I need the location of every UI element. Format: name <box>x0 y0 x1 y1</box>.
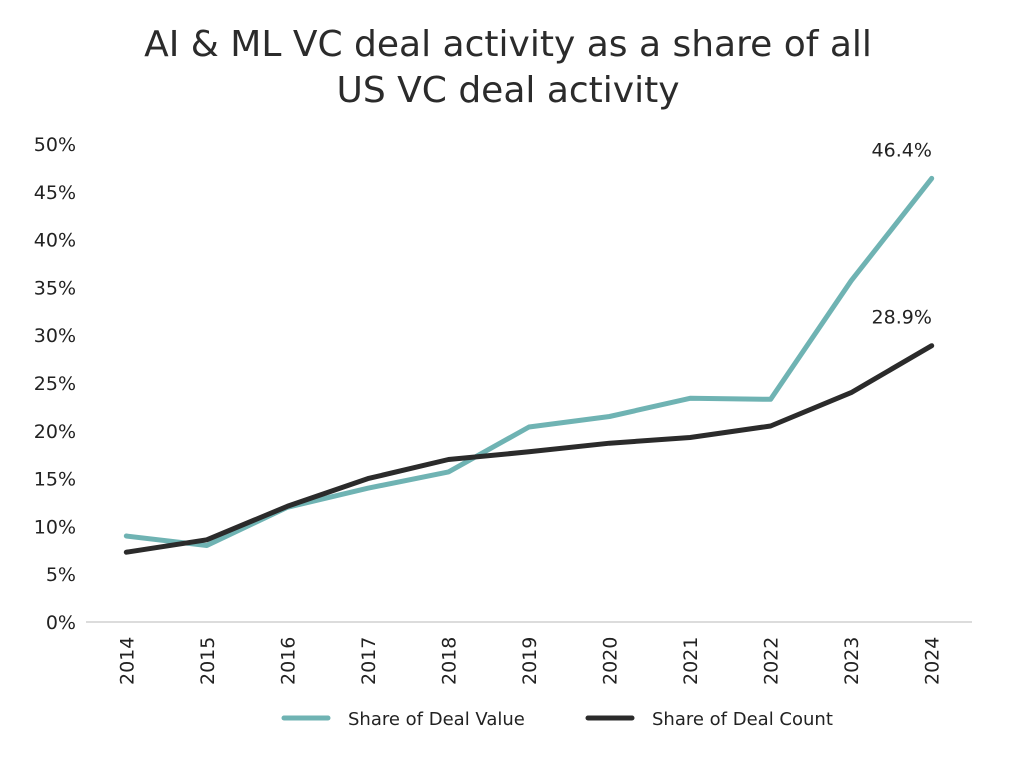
data-label-deal-value-2024: 46.4% <box>872 139 932 161</box>
chart-title-line-1: AI & ML VC deal activity as a share of a… <box>144 24 872 65</box>
x-tick-label: 2024 <box>922 637 944 685</box>
y-tick-label: 0% <box>46 612 76 634</box>
y-tick-label: 10% <box>34 516 76 538</box>
x-tick-label: 2016 <box>277 637 299 685</box>
series-line-deal-count <box>123 343 935 555</box>
chart-title-line-2: US VC deal activity <box>336 70 680 111</box>
y-tick-label: 20% <box>34 421 76 443</box>
x-tick-label: 2019 <box>519 637 541 685</box>
y-tick-label: 25% <box>34 373 76 395</box>
y-tick-label: 45% <box>34 182 76 204</box>
x-tick-label: 2018 <box>438 637 460 685</box>
chart-title: AI & ML VC deal activity as a share of a… <box>0 22 1016 114</box>
y-tick-label: 30% <box>34 325 76 347</box>
end-labels: 46.4% 28.9% <box>872 139 932 328</box>
y-tick-label: 40% <box>34 230 76 252</box>
x-tick-label: 2015 <box>197 637 219 685</box>
x-tick-label: 2014 <box>116 637 138 685</box>
x-tick-label: 2022 <box>761 637 783 685</box>
data-label-deal-count-2024: 28.9% <box>872 307 932 329</box>
y-tick-label: 5% <box>46 564 76 586</box>
legend: Share of Deal Value Share of Deal Count <box>281 709 833 730</box>
x-axis: 2014 2015 2016 2017 2018 2019 2020 2021 2022 2023… <box>86 621 972 685</box>
x-tick-label: 2020 <box>600 637 622 685</box>
series-lines <box>123 175 935 555</box>
y-tick-label: 35% <box>34 277 76 299</box>
x-tick-label: 2017 <box>358 637 380 685</box>
x-tick-label: 2023 <box>841 637 863 685</box>
y-tick-label: 15% <box>34 469 76 491</box>
x-tick-label: 2021 <box>680 637 702 685</box>
legend-label: Share of Deal Value <box>348 709 525 730</box>
legend-label: Share of Deal Count <box>652 709 833 730</box>
y-tick-label: 50% <box>34 134 76 156</box>
series-line-deal-value <box>123 175 935 548</box>
y-axis: 0% 5% 10% 15% 20% 25% 30% 35% 40% 45% 50% <box>34 134 76 634</box>
